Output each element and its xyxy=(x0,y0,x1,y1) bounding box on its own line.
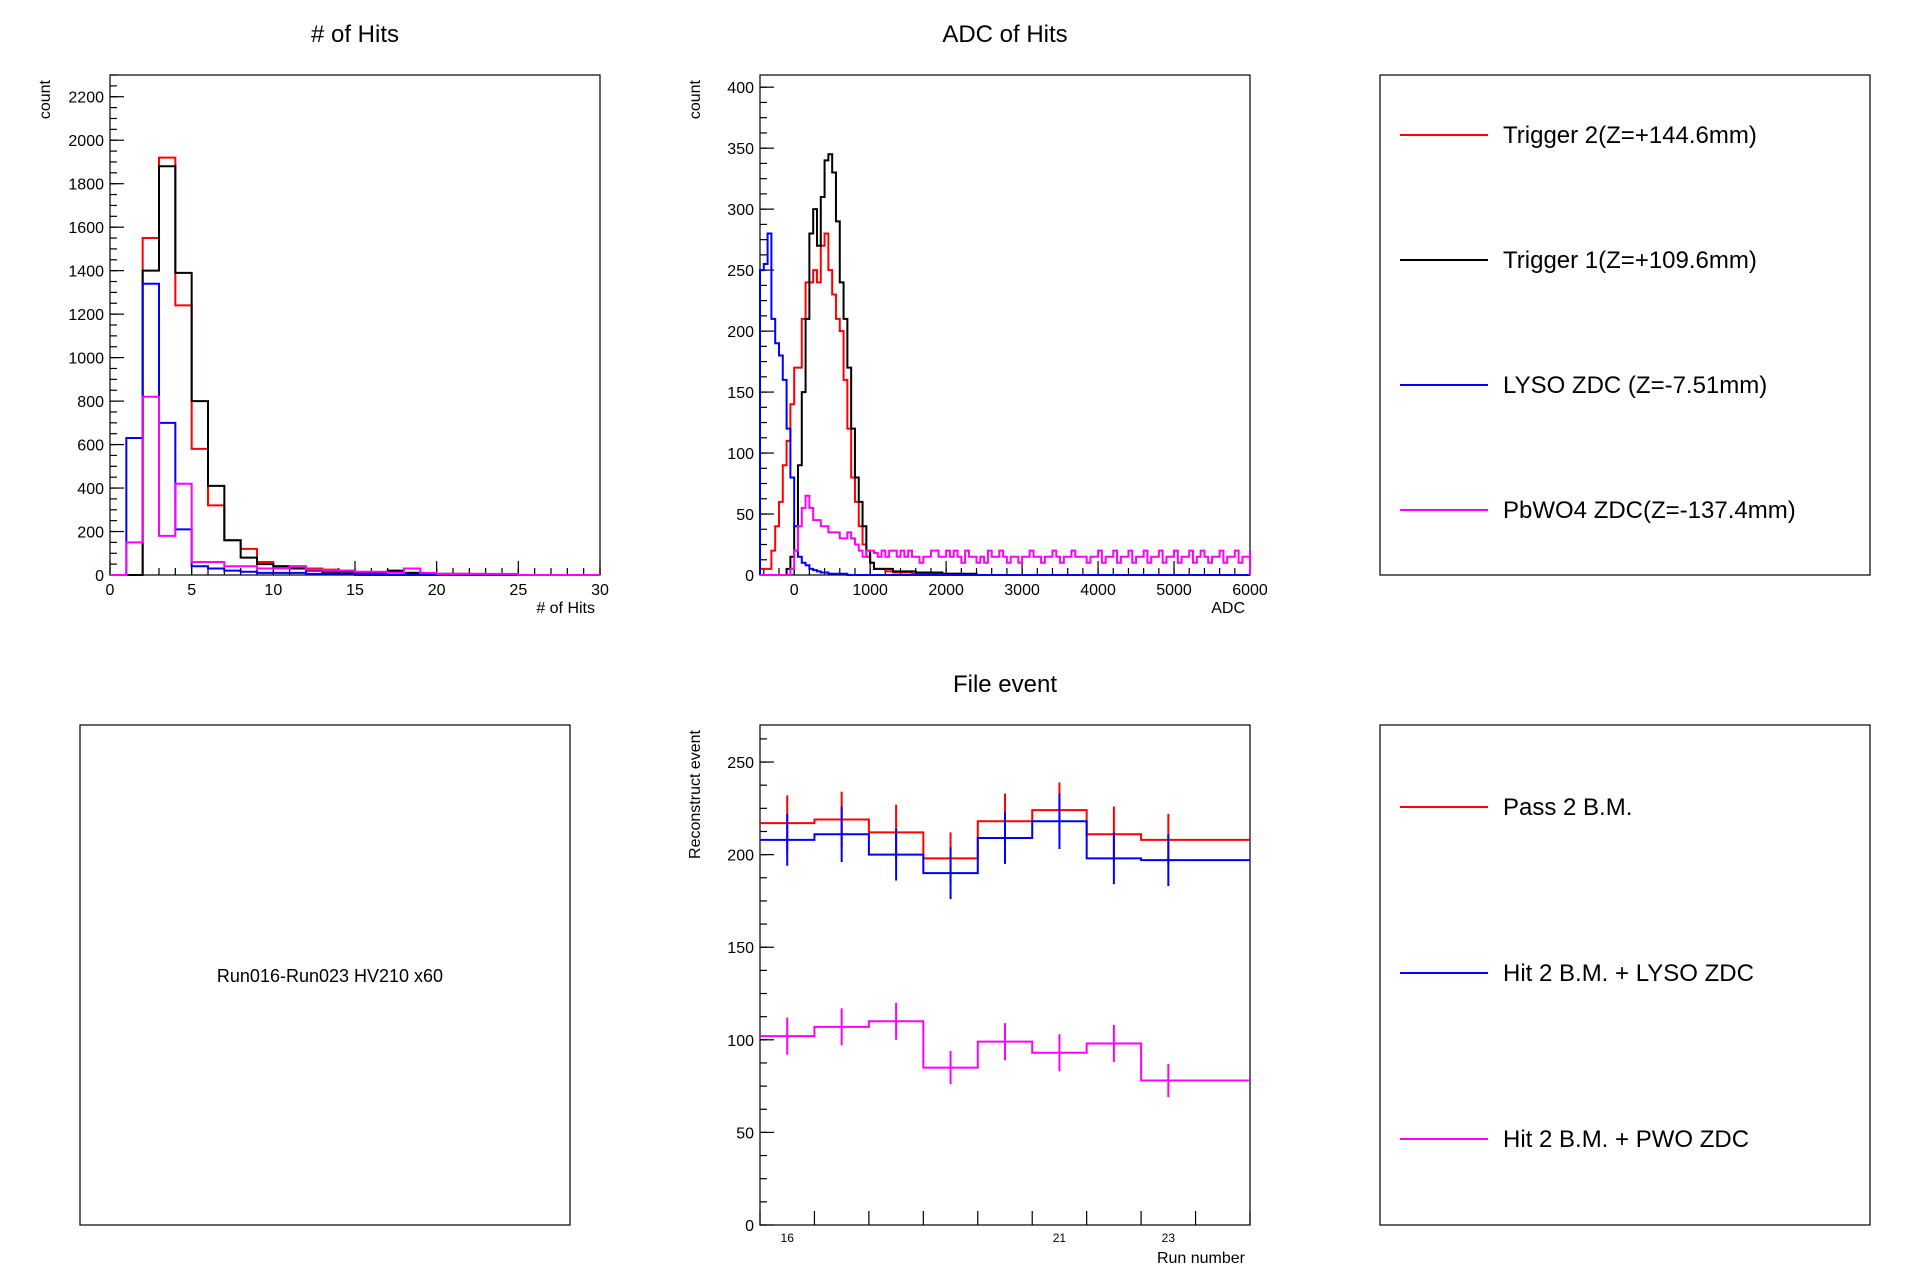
series-line-blue xyxy=(759,232,1250,576)
y-tick-label: 1000 xyxy=(68,351,104,368)
y-tick-label: 300 xyxy=(727,202,754,219)
y-tick-label: 250 xyxy=(727,263,754,280)
info-panel: Run016-Run023 HV210 x60 xyxy=(79,724,571,1226)
y-axis-title: count xyxy=(687,79,704,119)
series-line-magenta xyxy=(760,494,1251,576)
y-tick-label: 350 xyxy=(727,141,754,158)
y-tick-label: 200 xyxy=(77,525,104,542)
x-tick-label: 0 xyxy=(790,582,799,599)
y-tick-label: 1600 xyxy=(68,220,104,237)
x-tick-label: 1000 xyxy=(852,582,888,599)
x-tick-label: 2000 xyxy=(928,582,964,599)
series-line-red xyxy=(760,809,1250,860)
y-tick-label: 400 xyxy=(727,80,754,97)
series-line-magenta xyxy=(110,395,600,576)
info-panel-frame xyxy=(79,724,571,1226)
y-tick-label: 1400 xyxy=(68,264,104,281)
legend-label: Trigger 1(Z=+109.6mm) xyxy=(1503,247,1757,274)
y-tick-label: 2200 xyxy=(68,90,104,107)
y-tick-label: 100 xyxy=(727,446,754,463)
legend-bottom-frame xyxy=(1379,724,1871,1226)
legend-top: Trigger 2(Z=+144.6mm) Trigger 1(Z=+109.6m… xyxy=(1379,74,1871,576)
legend-label: PbWO4 ZDC(Z=-137.4mm) xyxy=(1503,497,1796,524)
y-tick-label: 0 xyxy=(95,568,104,585)
x-tick-label: 6000 xyxy=(1232,582,1268,599)
series-line-red xyxy=(110,156,600,576)
x-tick-label: 5 xyxy=(187,582,196,599)
chart-title: File event xyxy=(953,671,1057,698)
hits-histogram: # of Hits0200400600800100012001400160018… xyxy=(37,21,609,617)
y-tick-label: 200 xyxy=(727,324,754,341)
y-tick-label: 100 xyxy=(727,1033,754,1050)
y-tick-label: 400 xyxy=(77,481,104,498)
legend-label: LYSO ZDC (Z=-7.51mm) xyxy=(1503,372,1767,399)
plot-frame xyxy=(759,724,1251,1226)
x-tick-label: 21 xyxy=(1053,1231,1067,1245)
series-line-magenta xyxy=(760,1020,1250,1082)
series-line-blue xyxy=(760,820,1250,875)
legend-bottom: Pass 2 B.M. Hit 2 B.M. + LYSO ZDC Hit 2 B.… xyxy=(1379,724,1871,1226)
legend-label: Trigger 2(Z=+144.6mm) xyxy=(1503,122,1757,149)
series-line-blue xyxy=(110,282,600,576)
y-tick-label: 1200 xyxy=(68,307,104,324)
x-tick-label: 5000 xyxy=(1156,582,1192,599)
file-event-plot: File event 0 50 100 150 200 250 16 21 23 Run numbe… xyxy=(687,671,1251,1267)
series-line-black xyxy=(110,165,600,576)
legend-label: Hit 2 B.M. + PWO ZDC xyxy=(1503,1126,1749,1153)
series-line-red xyxy=(759,232,1250,576)
y-tick-label: 150 xyxy=(727,385,754,402)
legend-top-frame xyxy=(1379,74,1871,576)
x-tick-label: 23 xyxy=(1162,1231,1176,1245)
y-tick-label: 250 xyxy=(727,755,754,772)
y-tick-label: 0 xyxy=(745,568,754,585)
x-tick-label: 25 xyxy=(509,582,527,599)
x-axis-title: # of Hits xyxy=(536,600,595,617)
x-tick-label: 16 xyxy=(781,1231,795,1245)
x-tick-label: 15 xyxy=(346,582,364,599)
legend-label: Pass 2 B.M. xyxy=(1503,794,1632,821)
y-tick-label: 50 xyxy=(736,507,754,524)
x-tick-label: 10 xyxy=(264,582,282,599)
y-tick-label: 50 xyxy=(736,1125,754,1142)
y-axis-title: Reconstruct event xyxy=(687,729,704,859)
x-tick-label: 3000 xyxy=(1004,582,1040,599)
x-tick-label: 20 xyxy=(428,582,446,599)
y-tick-label: 200 xyxy=(727,848,754,865)
plot-frame xyxy=(109,74,601,576)
y-tick-label: 150 xyxy=(727,940,754,957)
x-tick-label: 30 xyxy=(591,582,609,599)
y-tick-label: 0 xyxy=(745,1218,754,1235)
x-tick-label: 0 xyxy=(106,582,115,599)
chart-title: # of Hits xyxy=(311,21,399,48)
x-axis-title: Run number xyxy=(1157,1250,1246,1267)
info-panel-text: Run016-Run023 HV210 x60 xyxy=(217,966,443,986)
y-tick-label: 600 xyxy=(77,438,104,455)
y-tick-label: 1800 xyxy=(68,177,104,194)
y-axis-title: count xyxy=(37,79,54,119)
series-line-black xyxy=(760,153,1250,576)
chart-title: ADC of Hits xyxy=(942,21,1067,48)
x-tick-label: 4000 xyxy=(1080,582,1116,599)
y-tick-label: 2000 xyxy=(68,133,104,150)
legend-label: Hit 2 B.M. + LYSO ZDC xyxy=(1503,960,1754,987)
plot-frame xyxy=(759,74,1251,576)
y-tick-label: 800 xyxy=(77,394,104,411)
x-axis-title: ADC xyxy=(1211,600,1245,617)
